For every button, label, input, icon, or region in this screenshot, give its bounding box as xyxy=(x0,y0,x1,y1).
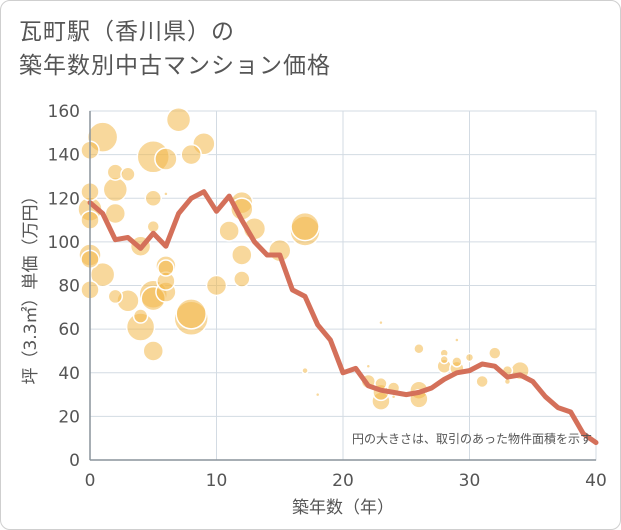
bubble-point xyxy=(365,363,372,369)
bubble-point xyxy=(142,340,164,362)
bubble-point xyxy=(314,391,321,398)
bubble-point xyxy=(451,356,463,368)
bubble-point xyxy=(107,288,124,305)
bubble-point xyxy=(205,274,228,297)
bubble-point xyxy=(231,244,253,266)
average-trend-line xyxy=(87,189,599,446)
y-tick-label: 100 xyxy=(48,233,80,253)
y-tick-label: 160 xyxy=(48,102,80,122)
bubble-point xyxy=(390,393,397,400)
y-tick-label: 140 xyxy=(48,146,80,166)
chart-title-line2: 築年数別中古マンション価格 xyxy=(19,53,331,79)
bubble-point xyxy=(132,308,149,324)
bubble-point xyxy=(413,343,425,355)
y-tick-label: 20 xyxy=(58,407,80,427)
bubble-point xyxy=(175,298,207,330)
x-tick-label: 30 xyxy=(459,471,481,491)
bubble-point xyxy=(218,220,240,242)
y-axis-label: 坪（3.3㎡）単価（万円） xyxy=(21,187,41,384)
bubble-point xyxy=(180,143,202,166)
bubble-point xyxy=(102,176,129,203)
bubble-point xyxy=(120,166,136,183)
x-axis-label: 築年数（年） xyxy=(292,498,394,518)
bubble-point xyxy=(165,106,192,133)
x-tick-label: 0 xyxy=(85,471,96,491)
x-tick-label: 40 xyxy=(585,471,607,491)
bubble-point xyxy=(154,147,178,171)
bubble-point xyxy=(378,319,384,326)
chart-title: 瓦町駅（香川県）の 築年数別中古マンション価格 xyxy=(19,15,331,83)
x-tick-label: 10 xyxy=(206,471,228,491)
trend-line-layer xyxy=(87,189,599,446)
bubble-point xyxy=(488,346,502,360)
y-tick-label: 60 xyxy=(58,320,80,340)
bubble-point xyxy=(144,189,162,207)
bubble-point xyxy=(157,259,175,277)
y-tick-label: 0 xyxy=(69,451,80,471)
axis-layer: 0 20 40 60 80 100 120 140 160 0 10 20 30 40 xyxy=(48,102,607,491)
size-legend-note: 円の大きさは、取引のあった物件面積を示す xyxy=(352,431,592,446)
bubble-point xyxy=(454,337,460,343)
x-tick-label: 20 xyxy=(332,471,354,491)
y-tick-label: 40 xyxy=(58,364,80,384)
bubble-point xyxy=(290,211,320,242)
bubble-point xyxy=(439,354,449,365)
bubble-point xyxy=(464,352,475,363)
chart-title-line1: 瓦町駅（香川県）の xyxy=(19,19,235,45)
y-tick-label: 80 xyxy=(58,277,80,297)
y-tick-label: 120 xyxy=(48,189,80,209)
bubble-point xyxy=(163,191,169,197)
bubble-point xyxy=(475,374,489,389)
bubble-layer xyxy=(77,106,530,411)
bubble-point xyxy=(301,366,309,375)
bubble-point xyxy=(233,270,251,288)
